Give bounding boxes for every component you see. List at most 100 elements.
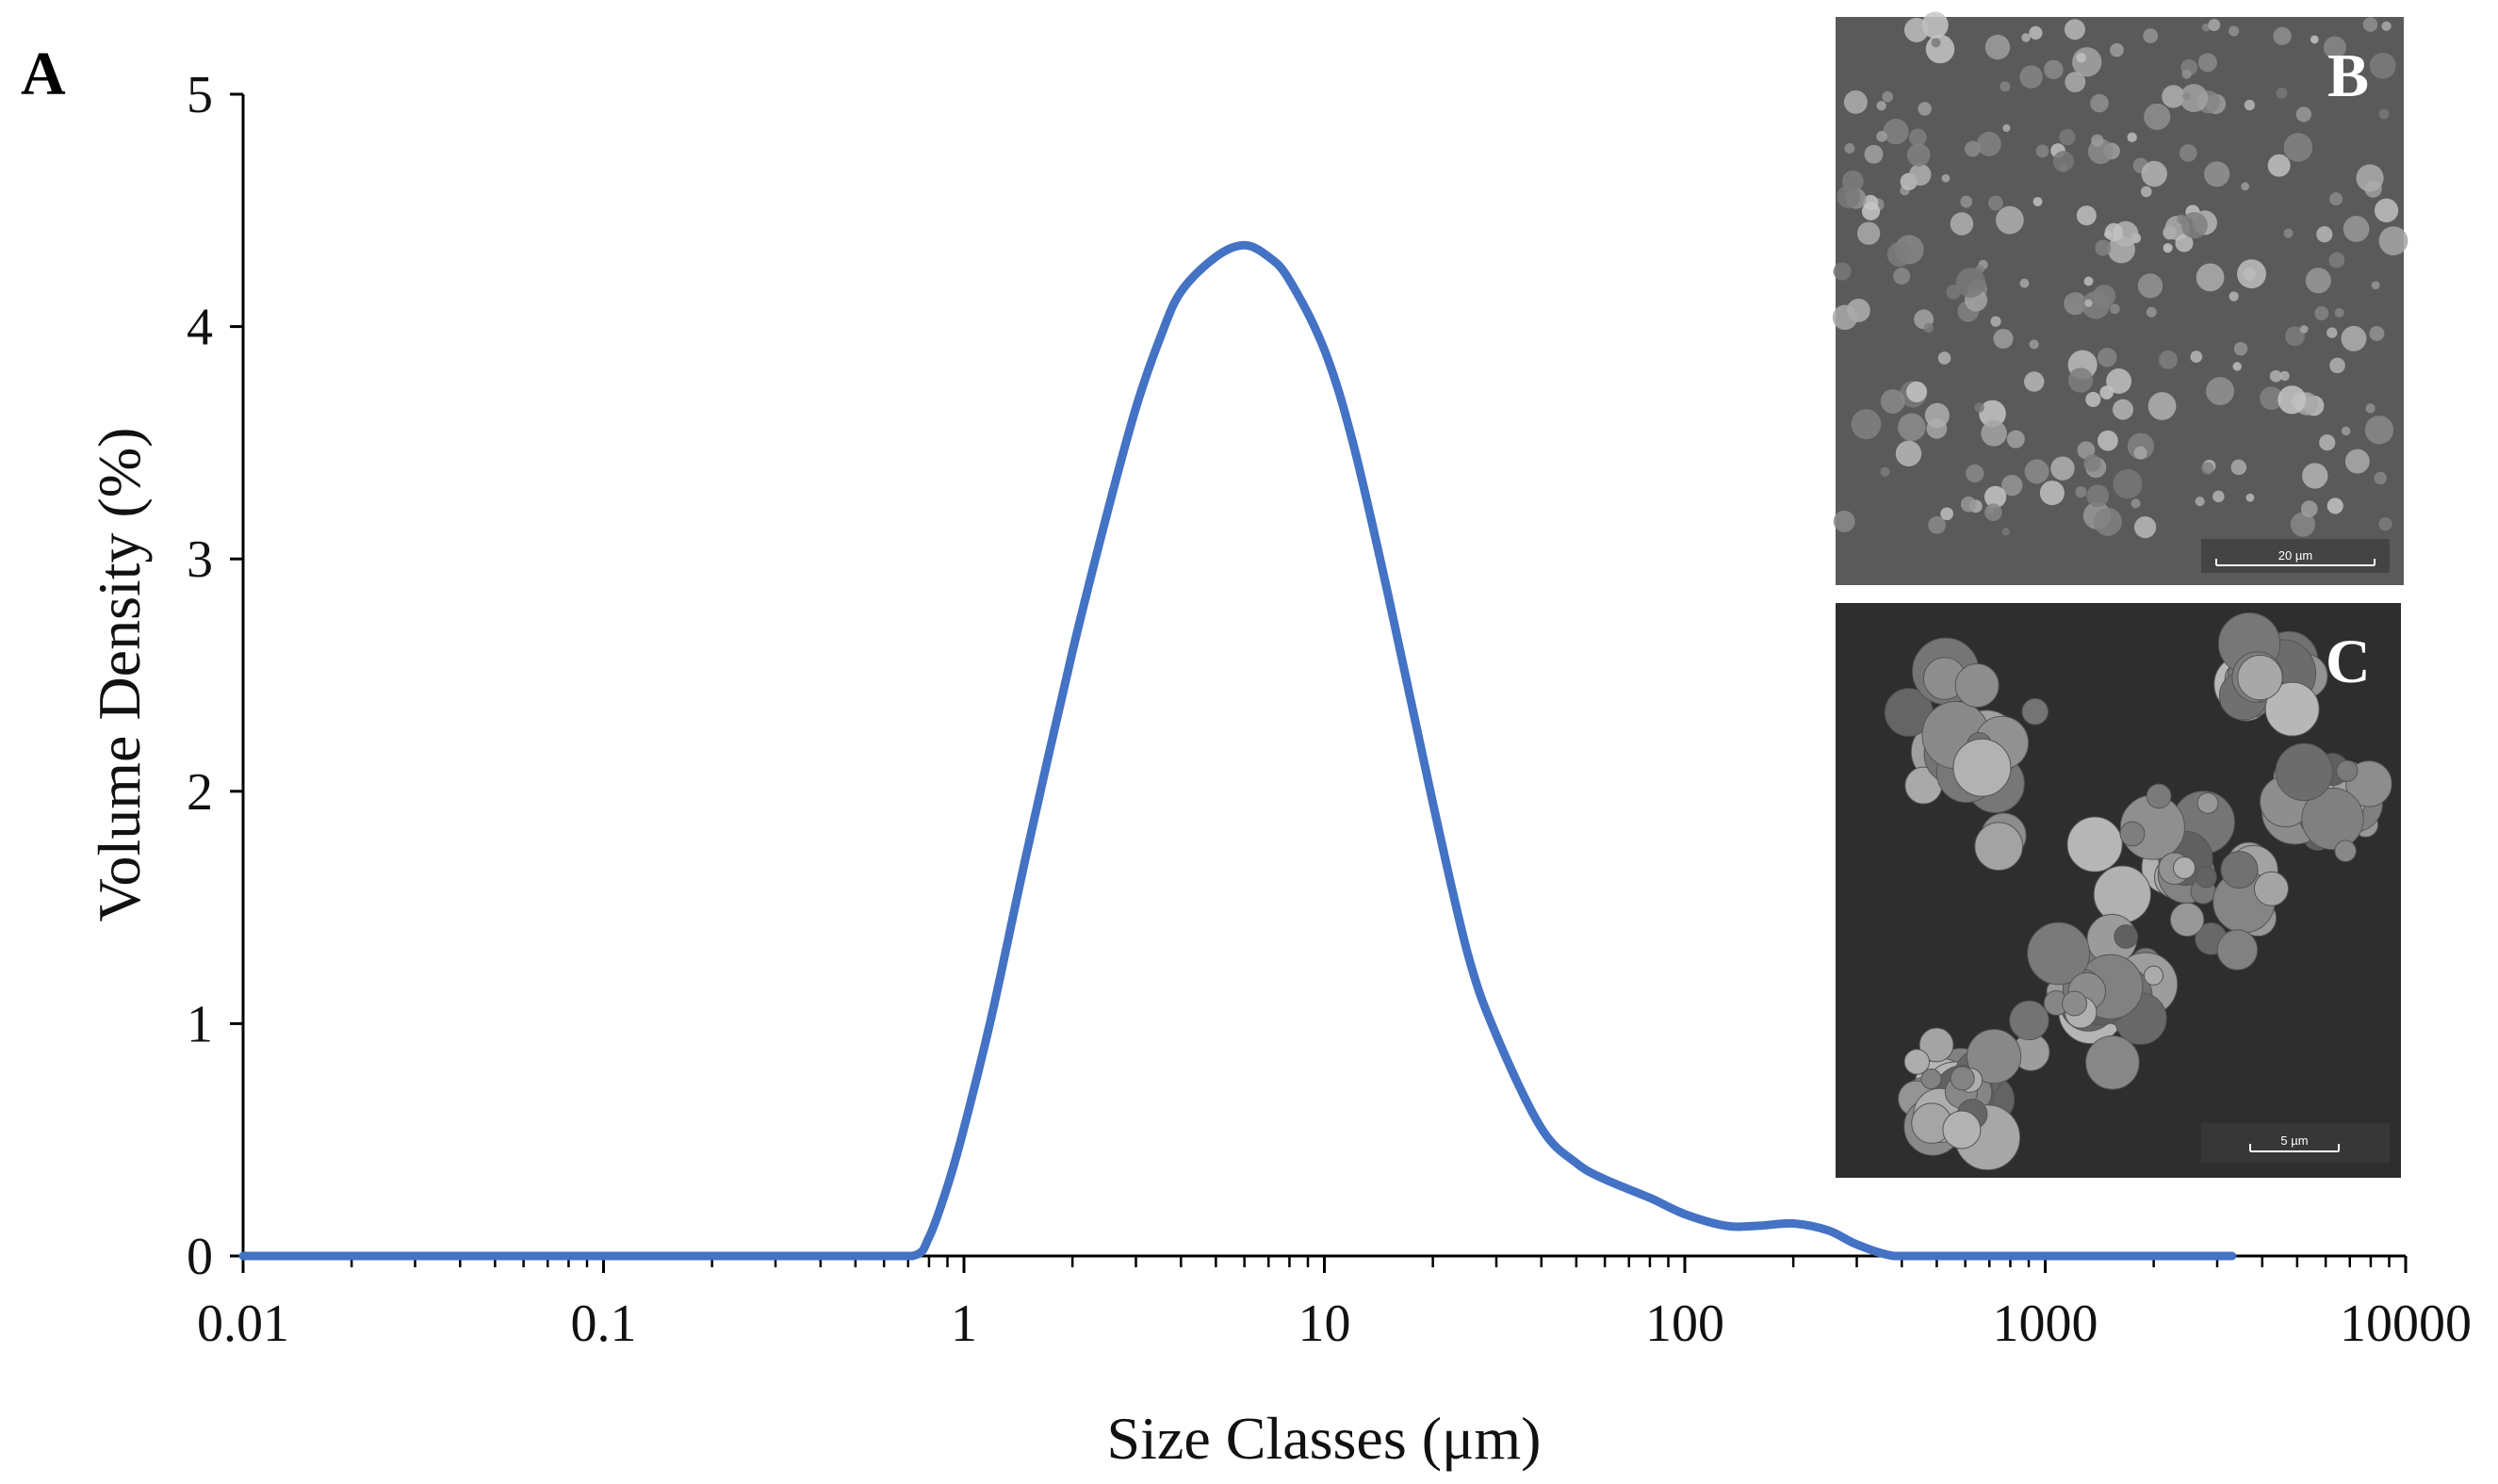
- particle: [2301, 787, 2364, 851]
- particle: [2216, 929, 2259, 970]
- particle: [2302, 463, 2328, 489]
- particle: [2327, 327, 2338, 338]
- particle: [2143, 965, 2164, 986]
- particle: [2021, 33, 2031, 42]
- particle: [1976, 131, 2001, 156]
- particle: [1906, 143, 1931, 167]
- particle: [1918, 102, 1932, 116]
- particle: [1880, 389, 1905, 414]
- particle: [2323, 36, 2346, 59]
- particle: [2381, 21, 2392, 31]
- particle: [1942, 1110, 1982, 1150]
- particle: [2374, 198, 2399, 222]
- particle: [1937, 351, 1951, 365]
- particle: [1979, 400, 2006, 428]
- particle: [2144, 103, 2171, 130]
- particle: [1923, 322, 1934, 334]
- particle: [2334, 307, 2344, 318]
- particle: [2230, 459, 2247, 476]
- particle: [2344, 448, 2370, 474]
- particle: [2279, 370, 2290, 382]
- particle: [1974, 822, 2023, 872]
- particle: [2024, 371, 2045, 392]
- particle: [2310, 35, 2319, 44]
- particle: [1952, 738, 2012, 797]
- particle: [2029, 25, 2043, 40]
- particle: [2181, 69, 2192, 79]
- particle: [2343, 216, 2370, 242]
- particle: [2001, 474, 2023, 497]
- particle: [1903, 1049, 1930, 1075]
- particle: [2062, 990, 2088, 1017]
- particle: [2341, 325, 2367, 351]
- particle: [2267, 154, 2291, 177]
- particle: [2112, 399, 2133, 420]
- particle: [2378, 226, 2408, 256]
- particle: [2328, 252, 2345, 269]
- particle: [2305, 268, 2331, 294]
- particle: [1856, 221, 1881, 245]
- particle: [2378, 517, 2392, 531]
- particle: [2147, 392, 2177, 420]
- particle: [2253, 871, 2289, 906]
- particle: [2093, 507, 2122, 536]
- scale-bar-c-label: 5 µm: [2280, 1133, 2308, 1148]
- particle: [1898, 413, 1926, 442]
- particle: [2001, 528, 2010, 536]
- particle: [2143, 28, 2159, 43]
- particle: [2314, 306, 2329, 321]
- particle: [2362, 17, 2378, 32]
- particle: [2356, 164, 2384, 192]
- particle: [1876, 130, 1887, 142]
- particle: [2220, 851, 2259, 889]
- particle: [2009, 1000, 2049, 1041]
- particle: [2024, 459, 2049, 484]
- particle: [2076, 205, 2097, 226]
- particle: [2201, 23, 2211, 32]
- particle: [2201, 462, 2214, 475]
- particle: [1920, 1068, 1942, 1090]
- particle: [2076, 53, 2086, 63]
- particle: [2099, 385, 2114, 400]
- particle: [1966, 1029, 2022, 1084]
- particle: [1880, 466, 1890, 477]
- x-tick-label: 1: [951, 1295, 977, 1353]
- particle: [1996, 205, 2024, 235]
- particle: [1940, 507, 1953, 521]
- particle: [2084, 299, 2093, 307]
- scale-bar-b: 20 µm: [2201, 539, 2390, 573]
- particle: [1954, 662, 2000, 708]
- particle: [2044, 59, 2064, 80]
- particle: [2064, 19, 2085, 41]
- particle: [1950, 212, 1974, 236]
- particle: [2374, 471, 2387, 485]
- particle: [1908, 128, 1927, 147]
- particle: [2085, 391, 2101, 408]
- particle: [2195, 497, 2205, 507]
- x-tick-label: 0.1: [571, 1295, 637, 1353]
- particle: [2245, 493, 2255, 502]
- particle: [2378, 108, 2390, 120]
- particle: [1893, 268, 1911, 285]
- particle: [2033, 197, 2043, 206]
- volume-density-line: [238, 240, 2237, 1261]
- particle: [1960, 195, 1973, 208]
- particle: [2316, 226, 2333, 243]
- particle: [2195, 866, 2217, 889]
- particle: [2119, 821, 2146, 847]
- particle: [2002, 123, 2011, 133]
- particle: [2295, 106, 2311, 122]
- particle: [2098, 348, 2117, 367]
- particle: [1864, 144, 1884, 164]
- particle: [2206, 377, 2235, 406]
- particle: [2329, 192, 2343, 205]
- particle: [2163, 243, 2173, 253]
- particle: [2283, 133, 2313, 162]
- particle: [1837, 185, 1861, 209]
- particle: [1832, 304, 1858, 331]
- particle: [2029, 339, 2039, 350]
- particle: [2190, 351, 2203, 363]
- particle: [2146, 783, 2172, 809]
- particle: [2285, 326, 2306, 347]
- y-tick-label: 1: [187, 995, 213, 1053]
